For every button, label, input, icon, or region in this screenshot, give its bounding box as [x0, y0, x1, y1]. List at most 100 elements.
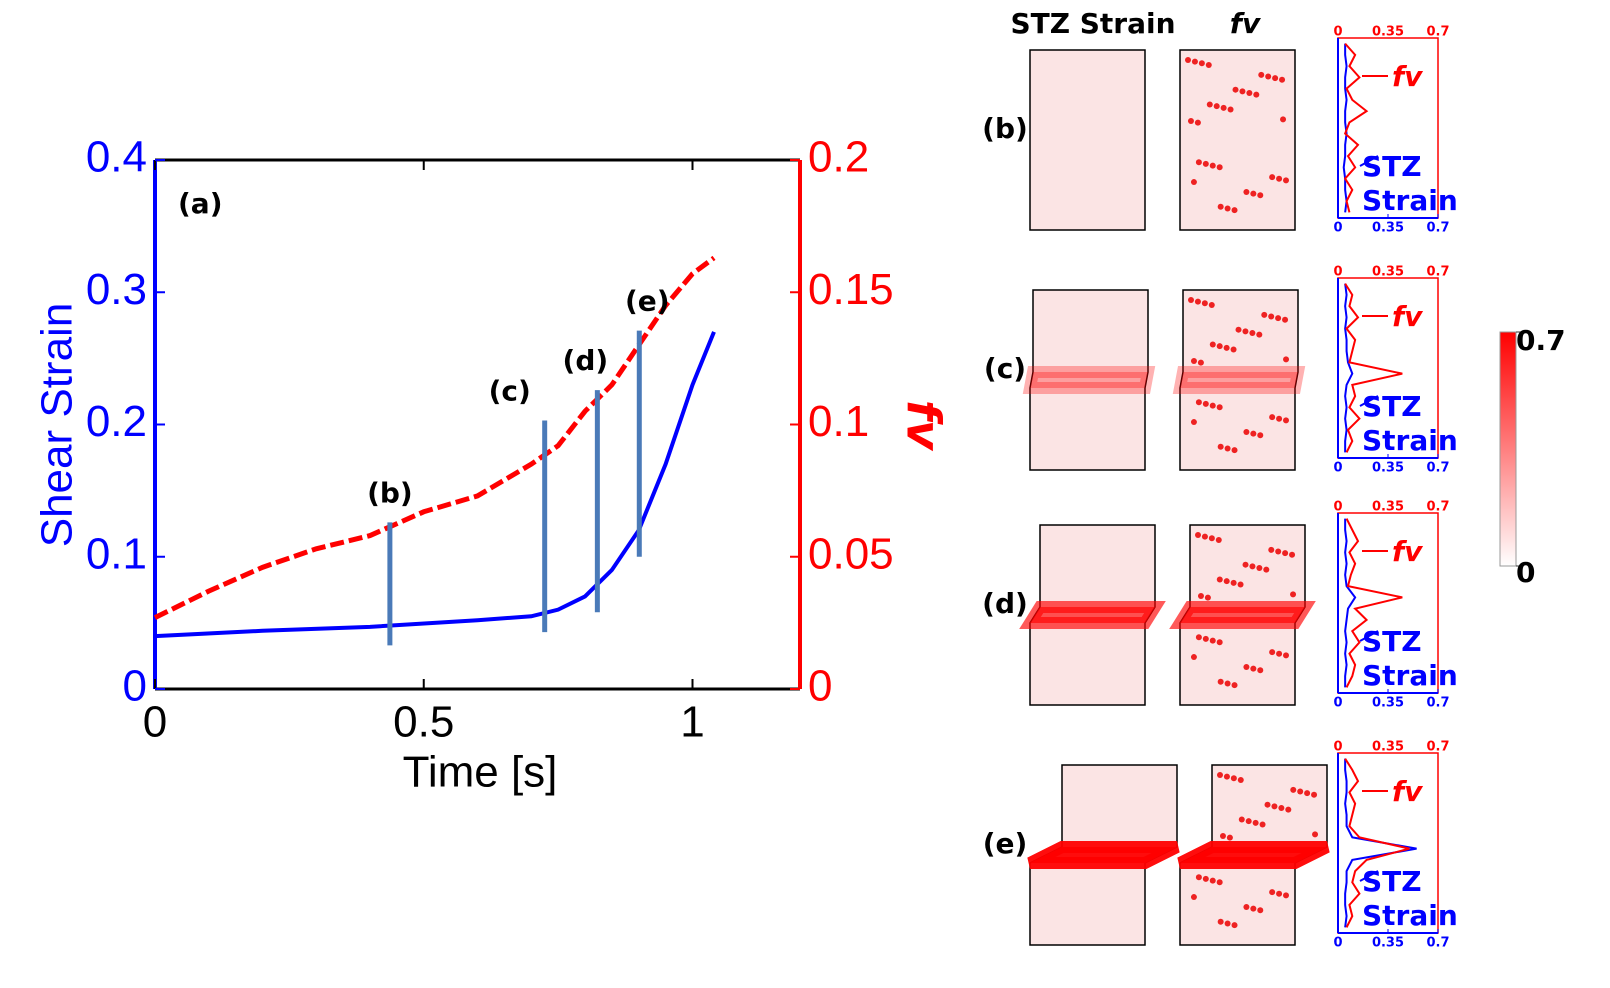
void-dot [1232, 207, 1238, 213]
void-dot [1225, 920, 1231, 926]
void-dot [1233, 87, 1239, 93]
void-dot [1231, 346, 1237, 352]
void-dot [1246, 90, 1252, 96]
y2-tick-label: 0.15 [808, 265, 894, 314]
profile-note: Strain [1362, 424, 1458, 457]
marker-label: (e) [625, 285, 670, 318]
column-header: fv [1230, 7, 1261, 40]
void-dot [1263, 567, 1269, 573]
sample-map [1030, 50, 1145, 230]
void-dot [1191, 419, 1197, 425]
void-dot [1217, 772, 1223, 778]
profile-note: STZ [1362, 150, 1422, 183]
shear-band [1180, 847, 1327, 863]
void-dot [1268, 547, 1274, 553]
void-dot [1195, 299, 1201, 305]
profile-note: fv [1392, 60, 1423, 93]
y2-axis-label: fv [897, 400, 951, 452]
void-dot [1297, 788, 1303, 794]
colorbar-tick-label: 0.7 [1516, 324, 1566, 357]
void-dot [1249, 563, 1255, 569]
void-dot [1304, 790, 1310, 796]
void-dot [1196, 399, 1202, 405]
void-dot [1312, 831, 1318, 837]
row-label: (c) [984, 352, 1026, 385]
void-dot [1238, 777, 1244, 783]
void-dot [1272, 75, 1278, 81]
void-dot [1188, 118, 1194, 124]
profile-note: fv [1392, 300, 1423, 333]
void-dot [1265, 73, 1271, 79]
void-dot [1217, 577, 1223, 583]
void-dot [1206, 62, 1212, 68]
void-dot [1282, 550, 1288, 556]
void-dot [1221, 105, 1227, 111]
void-dot [1282, 317, 1288, 323]
void-dot [1258, 72, 1264, 78]
void-dot [1198, 593, 1204, 599]
void-dot [1232, 682, 1238, 688]
void-dot [1269, 174, 1275, 180]
void-dot [1207, 102, 1213, 108]
void-dot [1249, 330, 1255, 336]
y2-tick-label: 0.2 [808, 133, 869, 182]
profile-note: STZ [1362, 625, 1422, 658]
profile-tick-label: 0.35 [1372, 500, 1404, 515]
void-dot [1257, 192, 1263, 198]
void-dot [1227, 835, 1233, 841]
void-dot [1205, 595, 1211, 601]
void-dot [1231, 580, 1237, 586]
shear-band [1180, 607, 1305, 623]
void-dot [1195, 120, 1201, 126]
profile-note: Strain [1362, 899, 1458, 932]
profile-tick-label: 0.35 [1372, 221, 1404, 236]
profile-tick-label: 0.35 [1372, 936, 1404, 951]
void-dot [1218, 919, 1224, 925]
void-dot [1283, 356, 1289, 362]
void-dot [1192, 59, 1198, 65]
y-tick-label: 0.3 [86, 265, 147, 314]
void-dot [1236, 327, 1242, 333]
void-dot [1256, 565, 1262, 571]
void-dot [1283, 892, 1289, 898]
void-dot [1239, 88, 1245, 94]
void-dot [1210, 342, 1216, 348]
void-dot [1243, 429, 1249, 435]
row-label: (b) [982, 112, 1028, 145]
profile-tick-label: 0.35 [1372, 25, 1404, 40]
profile-tick-label: 0 [1333, 936, 1342, 951]
shear-band [1030, 372, 1148, 388]
void-dot [1276, 416, 1282, 422]
void-dot [1209, 302, 1215, 308]
void-dot [1269, 889, 1275, 895]
void-dot [1209, 535, 1215, 541]
void-dot [1218, 679, 1224, 685]
void-dot [1225, 680, 1231, 686]
row-label: (d) [982, 587, 1028, 620]
profile-tick-label: 0.7 [1426, 221, 1449, 236]
void-dot [1210, 403, 1216, 409]
profile-tick-label: 0.35 [1372, 461, 1404, 476]
void-dot [1250, 431, 1256, 437]
void-dot [1275, 315, 1281, 321]
void-dot [1243, 562, 1249, 568]
void-dot [1283, 417, 1289, 423]
void-dot [1218, 444, 1224, 450]
void-dot [1217, 404, 1223, 410]
void-dot [1242, 328, 1248, 334]
void-dot [1275, 548, 1281, 554]
void-dot [1196, 159, 1202, 165]
void-dot [1196, 634, 1202, 640]
profile-tick-label: 0 [1333, 740, 1342, 755]
void-dot [1276, 176, 1282, 182]
void-dot [1216, 537, 1222, 543]
profile-tick-label: 0.7 [1426, 500, 1449, 515]
profile-note: fv [1392, 775, 1423, 808]
void-dot [1239, 817, 1245, 823]
void-dot [1311, 792, 1317, 798]
void-dot [1198, 360, 1204, 366]
void-dot [1269, 649, 1275, 655]
shear-band [1030, 607, 1155, 623]
void-dot [1195, 532, 1201, 538]
void-dot [1188, 297, 1194, 303]
